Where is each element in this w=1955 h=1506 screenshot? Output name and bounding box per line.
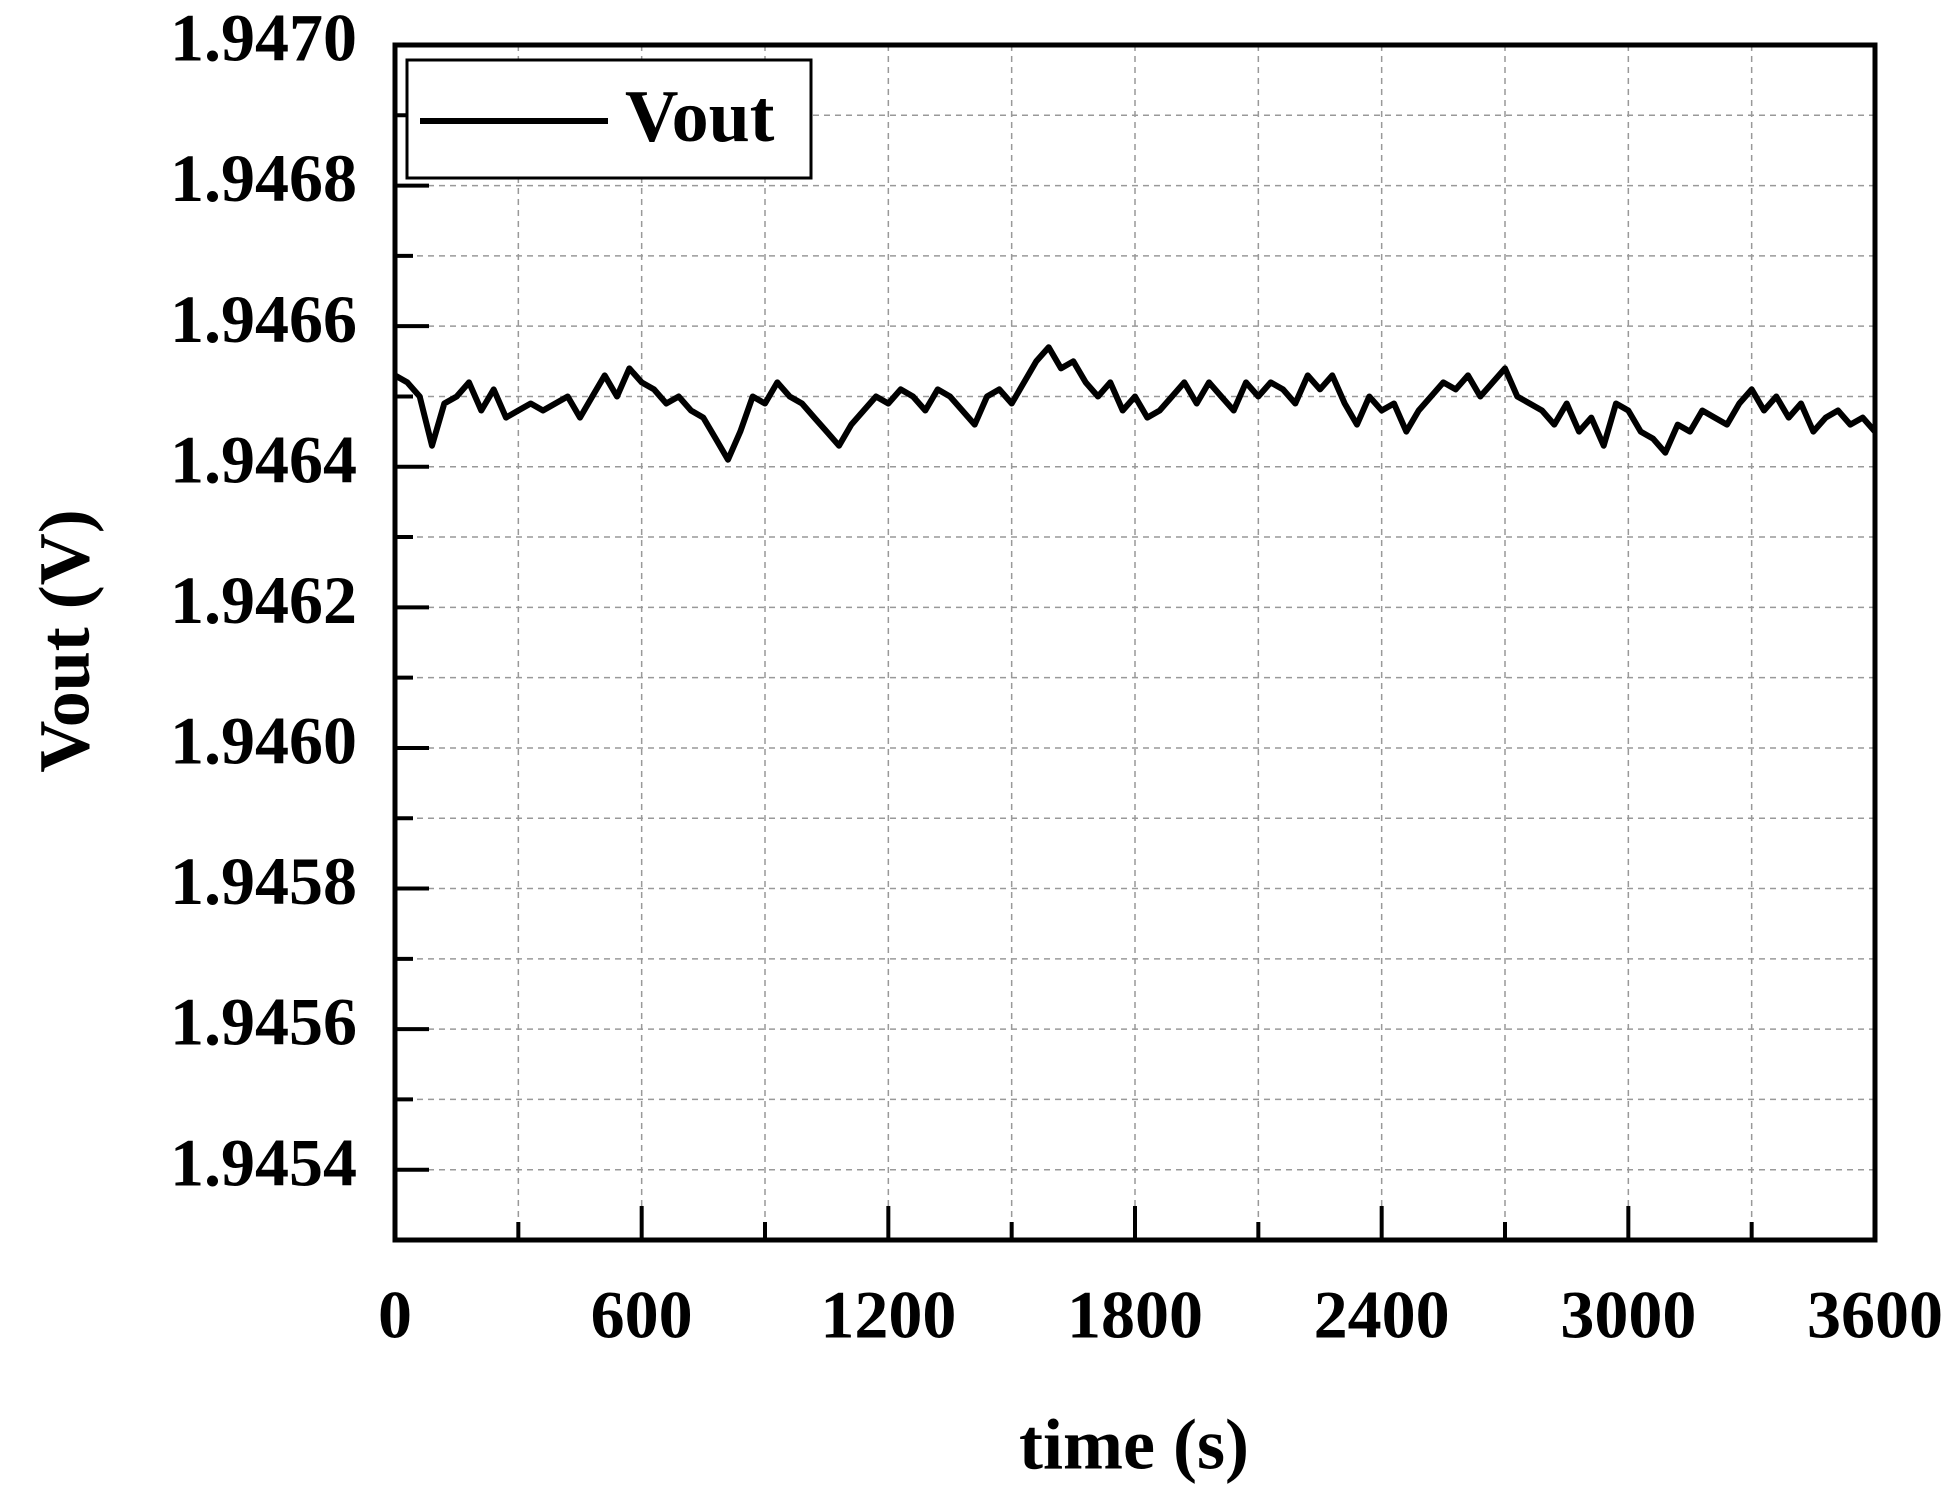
x-tick-label: 0: [378, 1277, 412, 1353]
x-tick-label: 1800: [1067, 1277, 1203, 1353]
y-axis-title: Vout (V): [25, 509, 105, 772]
plot-frame: [392, 42, 1878, 1243]
y-tick-label: 1.9466: [170, 281, 357, 357]
x-tick-label: 3600: [1807, 1277, 1943, 1353]
y-tick-label: 1.9462: [170, 562, 357, 638]
x-tick-label: 2400: [1314, 1277, 1450, 1353]
y-tick-label: 1.9468: [170, 140, 357, 216]
legend-label: Vout: [625, 76, 775, 158]
x-tick-label: 1200: [820, 1277, 956, 1353]
y-tick-label: 1.9470: [170, 0, 357, 76]
y-tick-label: 1.9456: [170, 984, 357, 1060]
data-line: [393, 344, 1878, 463]
x-tick-label: 3000: [1560, 1277, 1696, 1353]
y-tick-label: 1.9454: [170, 1124, 357, 1200]
y-tick-label: 1.9464: [170, 421, 357, 497]
x-axis-title: time (s): [1019, 1405, 1249, 1485]
y-tick-label: 1.9458: [170, 843, 357, 919]
x-tick-label: 600: [591, 1277, 693, 1353]
y-tick-label: 1.9460: [170, 703, 357, 779]
